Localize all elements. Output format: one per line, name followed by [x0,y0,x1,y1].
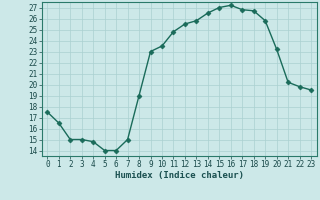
X-axis label: Humidex (Indice chaleur): Humidex (Indice chaleur) [115,171,244,180]
